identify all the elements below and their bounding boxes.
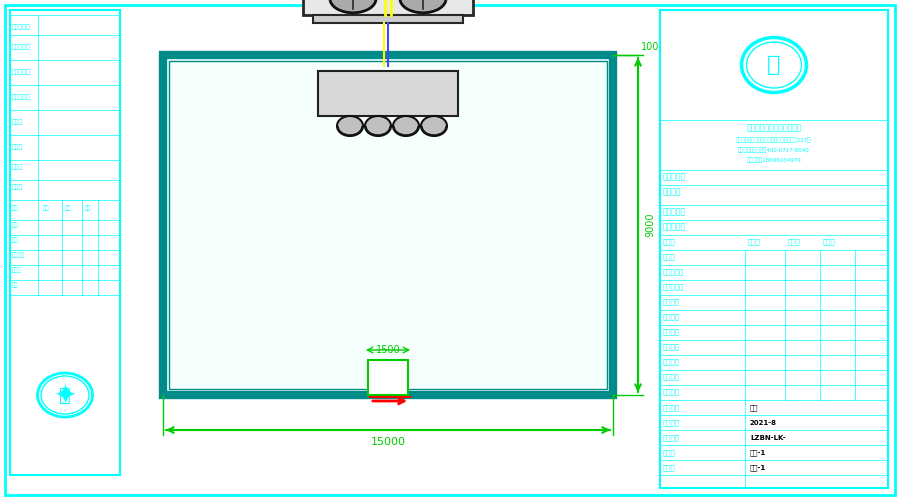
Text: 職責: 職責 — [12, 205, 19, 211]
Text: ꩜: ꩜ — [59, 386, 71, 404]
Text: 比例: 比例 — [12, 222, 19, 228]
Text: 設計審查: 設計審查 — [663, 188, 681, 196]
Text: 图纸号: 图纸号 — [12, 267, 22, 273]
Bar — [318, 71, 458, 116]
Text: 图号: 图号 — [12, 282, 19, 288]
Text: 日　　期: 日 期 — [663, 420, 680, 426]
Text: 日　　期: 日 期 — [663, 374, 680, 380]
Text: 2021-8: 2021-8 — [750, 420, 777, 426]
Text: 冷庫-1: 冷庫-1 — [750, 464, 766, 471]
Ellipse shape — [365, 116, 391, 136]
Text: 圖紙負責人: 圖紙負責人 — [663, 222, 686, 232]
Ellipse shape — [38, 373, 93, 417]
Ellipse shape — [421, 116, 447, 136]
Text: 審　　定: 審 定 — [663, 314, 680, 320]
Text: 圖紙號: 圖紙號 — [663, 450, 676, 456]
Text: 項目負責人: 項目負責人 — [12, 69, 31, 75]
Text: 日期: 日期 — [85, 205, 92, 211]
Text: 專業負責人: 專業負責人 — [12, 94, 31, 100]
Text: ✦: ✦ — [53, 381, 76, 409]
Text: 工程名稱: 工程名稱 — [663, 388, 680, 396]
Ellipse shape — [330, 0, 376, 13]
Text: 冷庫-1: 冷庫-1 — [750, 450, 766, 456]
Bar — [163, 55, 613, 395]
Text: 宜昌天韻制冷設備有限公司: 宜昌天韻制冷設備有限公司 — [746, 124, 802, 132]
Bar — [169, 61, 607, 389]
Bar — [313, 15, 463, 23]
Text: LZBN-LK-: LZBN-LK- — [750, 435, 786, 441]
Text: 設計總負責: 設計總負責 — [12, 24, 31, 30]
Ellipse shape — [742, 38, 806, 92]
Text: 15000: 15000 — [371, 437, 406, 447]
Bar — [660, 10, 888, 488]
Bar — [10, 10, 120, 475]
Text: 比　　例: 比 例 — [663, 358, 680, 366]
Text: 工程编号: 工程编号 — [12, 252, 25, 258]
Text: 暫定: 暫定 — [750, 404, 759, 411]
Bar — [303, 0, 473, 15]
Text: 圖　號: 圖 號 — [663, 464, 676, 471]
Text: 專業負責人: 專業負責人 — [663, 284, 684, 290]
Bar — [368, 360, 408, 395]
Text: 日期: 日期 — [12, 237, 19, 243]
Text: 設計負責人: 設計負責人 — [12, 44, 31, 50]
Text: 項目負責人: 項目負責人 — [663, 268, 684, 276]
Text: 1500: 1500 — [375, 345, 401, 355]
Text: 日　期: 日 期 — [823, 238, 836, 246]
Text: 工程編號: 工程編號 — [663, 434, 680, 442]
Text: 地址：宜昌市西陵區學院街道奧林匹克花園227號: 地址：宜昌市西陵區學院街道奧林匹克花園227號 — [736, 137, 812, 143]
Ellipse shape — [400, 0, 446, 13]
Text: 施工圖圖紙: 施工圖圖紙 — [663, 172, 686, 182]
Text: 姓　名: 姓 名 — [748, 238, 760, 246]
Text: 姓名: 姓名 — [43, 205, 50, 211]
Text: 審　定: 審 定 — [12, 144, 23, 150]
Text: ꩜: ꩜ — [768, 55, 780, 75]
Text: 服務電話：18696034979: 服務電話：18696034979 — [747, 157, 801, 163]
Text: 設計總負責: 設計總負責 — [663, 208, 686, 216]
Ellipse shape — [337, 116, 363, 136]
Text: 審　核: 審 核 — [12, 119, 23, 125]
Text: 比　　例: 比 例 — [663, 404, 680, 411]
Text: 簽　名: 簽 名 — [788, 238, 801, 246]
Text: 校　　對: 校 對 — [663, 344, 680, 350]
Text: 設　計: 設 計 — [663, 254, 676, 260]
Text: 校　對: 校 對 — [12, 184, 23, 190]
Text: 制　圖: 制 圖 — [12, 164, 23, 170]
Text: 9000: 9000 — [645, 213, 655, 238]
Ellipse shape — [393, 116, 419, 136]
Text: 簽名: 簽名 — [65, 205, 71, 211]
Text: 職　責: 職 責 — [663, 238, 676, 246]
Text: 100: 100 — [641, 42, 660, 52]
Text: 全國統一客服熱線：400-0717-8040: 全國統一客服熱線：400-0717-8040 — [738, 147, 810, 153]
Text: 制　　圖: 制 圖 — [663, 328, 680, 336]
Text: 審　　核: 審 核 — [663, 298, 680, 306]
